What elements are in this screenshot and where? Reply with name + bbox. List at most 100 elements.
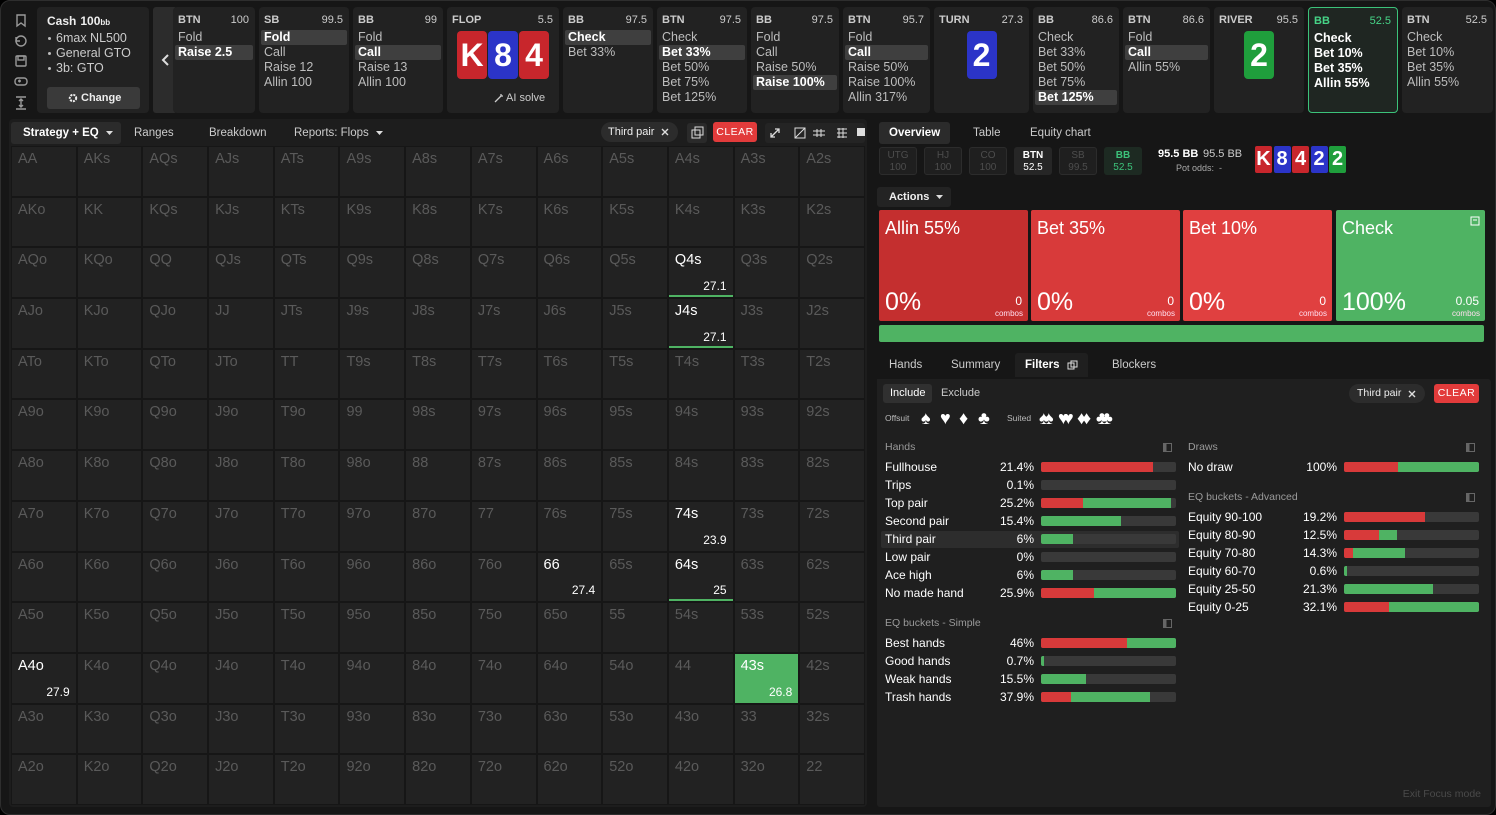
- street-action[interactable]: Bet 125%: [1035, 90, 1117, 105]
- hand-cell[interactable]: Q3o: [142, 703, 209, 755]
- hand-cell[interactable]: 95o: [339, 602, 406, 653]
- row-label[interactable]: Top pair: [885, 496, 928, 510]
- street-action[interactable]: Check: [1407, 30, 1443, 44]
- hand-cell[interactable]: T7s: [470, 348, 537, 400]
- hand-cell[interactable]: A2o: [11, 754, 77, 805]
- hand-cell[interactable]: K7s: [470, 196, 537, 248]
- strategy-tab[interactable]: Reports: Flops: [284, 122, 391, 144]
- street-action[interactable]: Fold: [1128, 30, 1153, 44]
- street-action[interactable]: Allin 55%: [1128, 60, 1181, 74]
- street-column[interactable]: FLOP 5.5 K 8 4 AI solve: [447, 7, 559, 113]
- street-action[interactable]: Call: [756, 45, 778, 59]
- hand-cell[interactable]: KQs: [142, 196, 209, 248]
- hand-cell[interactable]: A9s: [339, 146, 406, 197]
- hand-cell[interactable]: J4s 27.1: [667, 298, 734, 349]
- hand-cell[interactable]: Q9s: [339, 247, 406, 299]
- filter-chip[interactable]: Third pair: [1349, 384, 1426, 403]
- hand-cell[interactable]: 83o: [405, 703, 471, 755]
- hand-cell[interactable]: 76s: [536, 500, 603, 552]
- hand-cell[interactable]: QTs: [273, 247, 340, 299]
- change-button[interactable]: Change: [47, 87, 140, 109]
- hand-cell[interactable]: 94o: [339, 652, 406, 704]
- offsuit-suit[interactable]: ♥: [940, 408, 951, 428]
- hand-cell[interactable]: 54s: [667, 602, 734, 653]
- hand-cell[interactable]: A7s: [470, 146, 537, 197]
- hand-cell[interactable]: A5s: [602, 146, 668, 197]
- street-action[interactable]: Allin 55%: [1407, 75, 1460, 89]
- hand-cell[interactable]: 73o: [470, 703, 537, 755]
- hand-cell[interactable]: 42o: [667, 754, 734, 805]
- overview-tab[interactable]: Table: [973, 127, 1001, 139]
- street-column[interactable]: SB 99.5 Fold Call Raise 12 Allin 100: [259, 7, 349, 113]
- offsuit-suit[interactable]: ♠: [921, 408, 931, 428]
- hand-cell[interactable]: 64o: [536, 652, 603, 704]
- copy-icon[interactable]: [687, 123, 707, 143]
- street-action[interactable]: Fold: [178, 30, 203, 44]
- hand-cell[interactable]: 76o: [470, 551, 537, 603]
- hand-cell[interactable]: 42s: [799, 652, 865, 704]
- action-box[interactable]: Bet 10% 0% 0 combos: [1183, 210, 1332, 321]
- collapse-icon[interactable]: [1163, 619, 1172, 628]
- exit-focus[interactable]: Exit Focus mode: [1402, 788, 1481, 800]
- row-label[interactable]: Second pair: [885, 514, 950, 528]
- row-label[interactable]: Ace high: [885, 568, 932, 582]
- strategy-tab[interactable]: Ranges: [134, 127, 174, 139]
- hand-cell[interactable]: KQo: [76, 247, 143, 299]
- offsuit-suit[interactable]: ♣: [978, 408, 990, 428]
- hand-cell[interactable]: Q4o: [142, 652, 209, 704]
- hand-cell[interactable]: A5o: [11, 602, 77, 653]
- include-toggle[interactable]: Include: [883, 384, 933, 403]
- suited-suit[interactable]: ♦: [1077, 408, 1087, 428]
- hand-cell[interactable]: QTo: [142, 348, 209, 400]
- hand-cell[interactable]: 84s: [667, 450, 734, 501]
- hand-cell[interactable]: AA: [11, 146, 77, 197]
- hand-cell[interactable]: A7o: [11, 500, 77, 552]
- street-action[interactable]: Check: [565, 30, 651, 45]
- hand-cell[interactable]: T5s: [602, 348, 668, 400]
- hand-cell[interactable]: 62o: [536, 754, 603, 805]
- row-label[interactable]: Equity 90-100: [1188, 510, 1263, 524]
- street-action[interactable]: Check: [1314, 31, 1352, 45]
- collapse-icon[interactable]: [1466, 493, 1475, 502]
- hand-cell[interactable]: J3s: [733, 298, 800, 349]
- hand-cell[interactable]: KTs: [273, 196, 340, 248]
- hand-cell[interactable]: K6s: [536, 196, 603, 248]
- hand-cell[interactable]: 52o: [602, 754, 668, 805]
- detail-tab[interactable]: Hands: [889, 359, 923, 371]
- hand-cell[interactable]: 92o: [339, 754, 406, 805]
- hand-cell[interactable]: 72o: [470, 754, 537, 805]
- hand-cell[interactable]: KTo: [76, 348, 143, 400]
- hand-cell[interactable]: T4o: [273, 652, 340, 704]
- hand-cell[interactable]: 96o: [339, 551, 406, 603]
- hand-cell[interactable]: Q6o: [142, 551, 209, 603]
- hand-cell[interactable]: J6s: [536, 298, 603, 349]
- hand-cell[interactable]: Q5o: [142, 602, 209, 653]
- street-column[interactable]: BB 99 Fold Call Raise 13 Allin 100: [353, 7, 443, 113]
- street-action[interactable]: Bet 35%: [1407, 60, 1455, 74]
- street-action[interactable]: Raise 100%: [753, 75, 837, 90]
- street-action[interactable]: Bet 50%: [662, 60, 710, 74]
- view-icons[interactable]: [765, 123, 865, 143]
- hand-cell[interactable]: KJo: [76, 298, 143, 349]
- hand-cell[interactable]: 53s: [733, 602, 800, 653]
- hand-cell[interactable]: K5o: [76, 602, 143, 653]
- clear-button[interactable]: CLEAR: [1434, 384, 1479, 403]
- row-label[interactable]: Trips: [885, 478, 912, 492]
- hand-cell[interactable]: 86s: [536, 450, 603, 501]
- street-action[interactable]: Allin 100: [358, 75, 406, 89]
- hand-cell[interactable]: 65o: [536, 602, 603, 653]
- street-action[interactable]: Raise 2.5: [175, 45, 253, 60]
- street-action[interactable]: Call: [355, 45, 441, 60]
- hand-cell[interactable]: T8s: [405, 348, 471, 400]
- hand-cell[interactable]: 82s: [799, 450, 865, 501]
- hand-cell[interactable]: 97o: [339, 500, 406, 552]
- street-column[interactable]: BTN 86.6 Fold Call Allin 55%: [1123, 7, 1210, 113]
- hand-cell[interactable]: AJs: [208, 146, 274, 197]
- street-action[interactable]: Allin 100: [264, 75, 312, 89]
- street-action[interactable]: Raise 12: [264, 60, 314, 74]
- detail-tab[interactable]: Blockers: [1112, 359, 1157, 371]
- street-column[interactable]: BB 86.6 Check Bet 33% Bet 50% Bet 75% Bet 125%: [1033, 7, 1119, 113]
- hand-cell[interactable]: 64s 25: [667, 551, 734, 603]
- hand-cell[interactable]: T3o: [273, 703, 340, 755]
- street-action[interactable]: Allin 55%: [1314, 76, 1370, 90]
